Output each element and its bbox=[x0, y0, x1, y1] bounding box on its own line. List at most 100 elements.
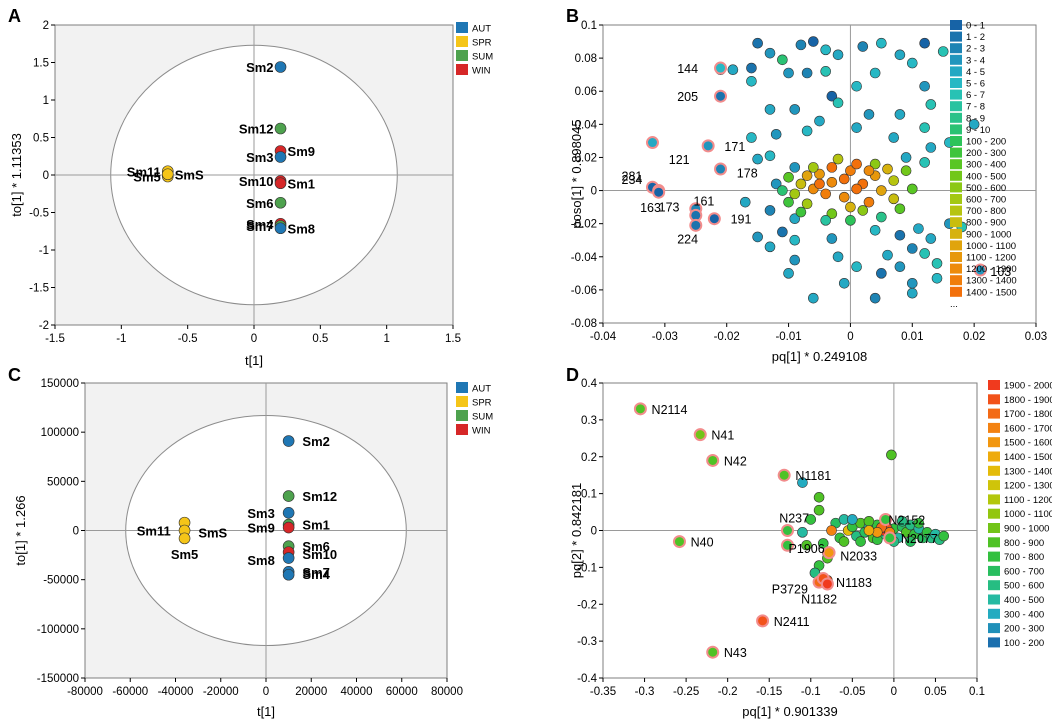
panel-b-data-point bbox=[931, 258, 943, 269]
panel-d-y-axis-label: pq[2] * 0.842181 bbox=[569, 483, 584, 578]
panel-b-point-label: 178 bbox=[737, 166, 758, 180]
panel-d-legend-swatch bbox=[988, 508, 1000, 519]
panel-d-data-point bbox=[886, 449, 897, 461]
panel-b-data-point bbox=[783, 196, 794, 208]
panel-b-legend-more: ... bbox=[950, 299, 958, 310]
panel-d-data-point bbox=[896, 515, 908, 527]
panel-b-legend-label: 1 - 2 bbox=[966, 32, 985, 43]
panel-b-data-point bbox=[789, 104, 801, 115]
panel-b-legend-swatch bbox=[950, 263, 962, 274]
panel-b-data-point bbox=[906, 243, 918, 254]
panel-b-point-label: 171 bbox=[724, 140, 745, 154]
panel-b-legend-swatch bbox=[950, 54, 962, 65]
panel-c-point-label: SmS bbox=[198, 525, 227, 540]
panel-b-data-point bbox=[882, 249, 893, 261]
panel-c-x-tick-label: 80000 bbox=[431, 686, 463, 698]
panel-c-legend-label: SPR bbox=[472, 398, 492, 409]
panel-b-data-point bbox=[746, 75, 757, 87]
panel-c-y-tick-label: -50000 bbox=[43, 575, 79, 587]
panel-c-point-label: Sm3 bbox=[247, 506, 274, 521]
panel-b-data-point bbox=[826, 233, 838, 244]
panel-b-legend-swatch bbox=[950, 275, 962, 286]
panel-a-y-tick-label: -1 bbox=[39, 245, 49, 257]
panel-b-legend-label: 600 - 700 bbox=[966, 195, 1006, 206]
panel-b-data-point bbox=[826, 176, 838, 188]
panel-a-y-tick-label: 1.5 bbox=[33, 58, 49, 70]
panel-b-data-point bbox=[894, 49, 906, 61]
panel-b-legend-swatch bbox=[950, 112, 962, 123]
panel-b-data-point bbox=[919, 122, 930, 133]
panel-b-data-point bbox=[863, 196, 875, 208]
panel-c-point-label: Sm11 bbox=[137, 524, 171, 539]
panel-d-point-label: N42 bbox=[724, 454, 747, 468]
panel-b-legend-label: 1300 - 1400 bbox=[966, 276, 1017, 287]
panel-d-data-point bbox=[855, 536, 866, 547]
panel-b-data-point bbox=[894, 203, 906, 215]
panel-a-y-tick-label: -1.5 bbox=[29, 283, 49, 295]
panel-d-legend-label: 1700 - 1800 bbox=[1004, 409, 1052, 420]
panel-d-data-point bbox=[938, 530, 950, 542]
panel-d-legend-label: 700 - 800 bbox=[1004, 552, 1044, 563]
panel-b-legend-swatch bbox=[950, 66, 962, 77]
panel-b-y-tick-label: 0.04 bbox=[575, 119, 598, 131]
panel-c: C -80000 -60000 -40000 -20000 0 20000 40000 6000… bbox=[8, 365, 493, 719]
panel-b-data-point bbox=[826, 162, 838, 173]
panel-b-data-point bbox=[770, 128, 782, 140]
panel-b-point-label: 234 bbox=[622, 173, 643, 187]
panel-d-legend-swatch bbox=[988, 537, 1000, 548]
panel-c-legend-swatch bbox=[456, 396, 468, 407]
panel-b-data-point bbox=[869, 67, 881, 79]
panel-a-legend-swatch bbox=[456, 50, 468, 61]
panel-b-y-tick-label: -0.02 bbox=[571, 219, 597, 231]
panel-d-data-point bbox=[913, 517, 925, 529]
panel-b-legend-swatch bbox=[950, 205, 962, 216]
panel-d-data-point bbox=[847, 514, 858, 525]
panel-b-y-tick-label: 0 bbox=[591, 186, 597, 198]
panel-b-data-point bbox=[826, 90, 838, 102]
panel-c-data-point bbox=[282, 521, 295, 534]
panel-b-x-tick-label: -0.02 bbox=[714, 331, 740, 343]
panel-b-data-point bbox=[783, 67, 794, 79]
panel-b-data-point bbox=[801, 125, 813, 137]
panel-d-legend-label: 1900 - 2000 bbox=[1004, 381, 1052, 392]
panel-c-point-label: Sm5 bbox=[171, 547, 198, 562]
panel-b-legend-label: 2 - 3 bbox=[966, 44, 985, 55]
panel-a-x-tick-label: -1.5 bbox=[45, 333, 65, 345]
panel-b-data-point bbox=[826, 208, 838, 220]
panel-a-x-tick-label: 0.5 bbox=[312, 333, 328, 345]
panel-d-legend-swatch bbox=[988, 494, 1000, 505]
panel-d-highlighted-point bbox=[706, 453, 720, 467]
panel-b-data-point bbox=[838, 173, 850, 185]
panel-d-highlighted-point bbox=[756, 614, 770, 628]
panel-b-data-point bbox=[777, 226, 788, 238]
panel-b-data-point bbox=[882, 163, 893, 175]
panel-b-point-label: 281 bbox=[622, 170, 643, 184]
panel-b-data-point bbox=[789, 254, 801, 266]
panel-d-legend-swatch bbox=[988, 523, 1000, 533]
panel-d-data-point bbox=[801, 539, 812, 551]
panel-b-data-point bbox=[795, 206, 807, 218]
panel-c-y-tick-label: 100000 bbox=[41, 427, 79, 439]
panel-c-data-point bbox=[282, 552, 295, 564]
panel-c-data-point bbox=[282, 490, 295, 502]
panel-d-legend-label: 1600 - 1700 bbox=[1004, 423, 1052, 434]
panel-c-point-label: Sm8 bbox=[247, 553, 274, 568]
panel-b-legend-label: 3 - 4 bbox=[966, 55, 985, 66]
panel-b-data-point bbox=[851, 261, 862, 273]
panel-d-point-label: N43 bbox=[724, 646, 747, 660]
panel-d-legend-label: 1400 - 1500 bbox=[1004, 452, 1052, 463]
panel-b-legend-label: 1200 - 1300 bbox=[966, 264, 1017, 275]
panel-d-legend-swatch bbox=[988, 451, 1000, 462]
panel-b-data-point bbox=[876, 211, 887, 223]
panel-d-data-point bbox=[813, 504, 825, 516]
panel-b-legend-label: 400 - 500 bbox=[966, 171, 1006, 182]
panel-d-y-tick-label: -0.1 bbox=[577, 562, 597, 574]
panel-b-data-point bbox=[820, 66, 831, 77]
panel-b-data-point bbox=[764, 47, 776, 59]
panel-a-data-point bbox=[274, 177, 287, 190]
panel-b-data-point bbox=[801, 198, 813, 210]
panel-a-point-label: Sm1 bbox=[288, 176, 315, 191]
panel-a-legend-swatch bbox=[456, 36, 468, 47]
panel-b-data-point bbox=[925, 99, 937, 110]
